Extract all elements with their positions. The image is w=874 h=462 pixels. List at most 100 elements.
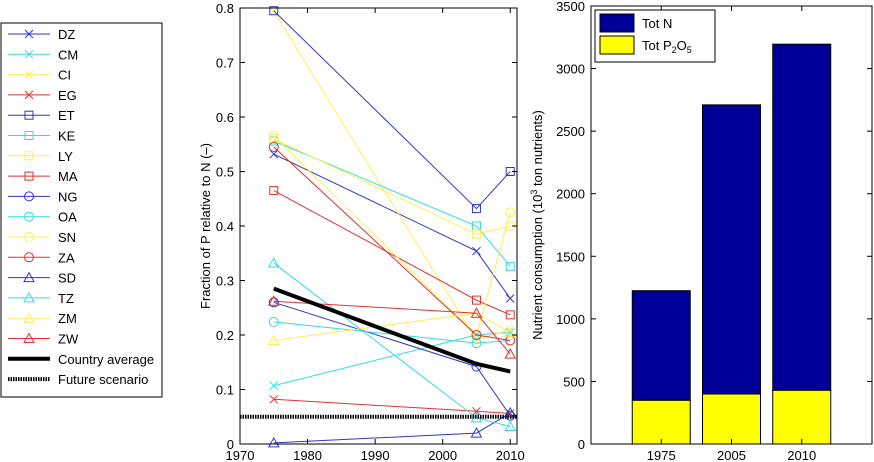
legend-swatch-1 [599,35,635,55]
series-point-sn [505,207,516,218]
legend-marker-cm [24,49,34,59]
series-line-ci [273,11,511,342]
legend-label-0: Tot N [642,16,672,31]
x-tick-label: 1990 [361,448,390,462]
series-point-oa [268,316,279,327]
series-point-et [471,204,481,214]
series-point-za [471,330,482,340]
legend-marker-tz [23,291,35,303]
y-tick-label: 2000 [556,187,585,202]
series-point-ma [471,295,481,305]
y-tick-label: 0.6 [216,110,234,125]
legend-label-ke: KE [58,129,76,144]
series-point-dz [472,246,481,256]
y-tick-label: 0.1 [216,383,234,398]
series-point-eg [472,406,481,416]
legend-label-country-average: Country average [58,352,154,367]
series-point-dz [505,294,515,303]
legend-marker-ke [24,131,34,140]
legend-marker-eg [24,90,34,100]
series-line-ma [273,190,511,316]
line-chart-series-group [240,6,517,448]
series-point-zw [470,307,483,318]
series-point-dz [269,149,279,159]
y-tick-label: 0.2 [216,328,234,343]
series-line-et [273,10,511,210]
bar-tot-p2o5-2005 [702,393,761,445]
series-line-eg [273,398,511,414]
legend-marker-ng [24,191,34,202]
legend-marker-za [24,252,34,263]
bar-chart: 1975 2005 2010 050010001500200025003000350… [529,0,873,462]
legend-marker-zm [23,312,35,323]
series-point-tz [267,257,280,268]
legend-label-future-scenario: Future scenario [58,372,148,387]
y-tick-label: 0.3 [216,274,234,289]
legend-label-tz: TZ [58,291,74,306]
bar-tot-p2o5-2010 [772,389,832,445]
y-tick-label: 0.8 [216,1,234,16]
x-tick-label: 1980 [293,448,322,462]
legend-swatch-0 [599,13,635,33]
series-point-ng [268,297,279,308]
series-point-zw [267,295,280,306]
legend-label-zm: ZM [58,311,77,326]
series-point-ma [505,310,515,320]
legend-marker-dz [24,29,34,39]
legend-marker-oa [24,211,34,222]
legend-label-part: O [677,38,687,53]
legend-label-dz: DZ [58,27,75,42]
x-tick-label: 2010 [496,448,525,462]
x-tick-label: 1970 [226,448,255,462]
legend-label-eg: EG [58,88,77,103]
line-chart-legend: DZ CM CI EG ET KE LY MA NG OA SN ZA SD TZ ZM ZW Country … [0,22,163,398]
series-point-ly [471,229,481,239]
legend-label-zw: ZW [58,332,79,347]
series-point-zm [504,326,517,337]
bar-chart-bars [631,43,832,445]
bar-chart-y-ticks: 0 500 1000 1500 2000 2500 3000 3500 [556,0,872,452]
series-point-sn [268,131,279,142]
bar-tot-n-1975 [631,290,691,401]
y-tick-label: 0.5 [216,165,234,180]
bar-chart-x-ticks: 1975 2005 2010 [647,6,816,462]
series-point-et [269,6,279,16]
legend-label-sd: SD [58,271,76,286]
legend-marker-zw [23,332,35,343]
series-point-eg [269,394,279,404]
legend-marker-ci [24,70,34,79]
series-point-sd [267,436,280,448]
y-tick-label: 0 [578,437,585,452]
series-point-ma [269,186,279,196]
series-point-zw [504,348,517,359]
legend-label-ng: NG [58,189,78,204]
y-tick-label: 500 [563,374,585,389]
series-line-sd [273,412,511,444]
legend-label-part: Tot P [642,38,672,53]
ylabel-sup: 3 [529,190,539,195]
y-tick-label: 0.7 [216,56,234,71]
y-tick-label: 3500 [556,0,585,14]
legend-label-oa: OA [58,210,77,225]
bar-tot-p2o5-1975 [631,399,691,445]
series-point-tz [504,420,517,432]
y-tick-label: 2500 [556,124,585,139]
legend-label-za: ZA [58,250,75,265]
ylabel-post: ton nutrients) [530,110,545,190]
legend-marker-ly [24,151,34,161]
line-chart-y-ticks: 0 0.1 0.2 0.3 0.4 0.5 0.6 0.7 0.8 [216,1,517,452]
series-line-sn [273,135,511,336]
legend-label-1: Tot P2O5 [642,38,692,55]
series-line-country-average [273,286,511,374]
legend-marker-sd [23,271,35,283]
legend-label-ma: MA [58,169,78,184]
y-tick-label: 3000 [556,62,585,77]
series-line-ly [273,138,511,235]
series-line-oa [273,321,511,344]
legend-label-sn: SN [58,230,76,245]
series-point-sd [470,427,483,438]
bar-chart-legend: Tot N Tot P2O5 [594,9,716,63]
line-chart-x-ticks: 1970 1980 1990 2000 2010 [226,8,525,462]
bar-chart-y-axis-label: Nutrient consumption (103 ton nutrients) [529,110,545,340]
x-tick-label: 1975 [647,448,676,462]
